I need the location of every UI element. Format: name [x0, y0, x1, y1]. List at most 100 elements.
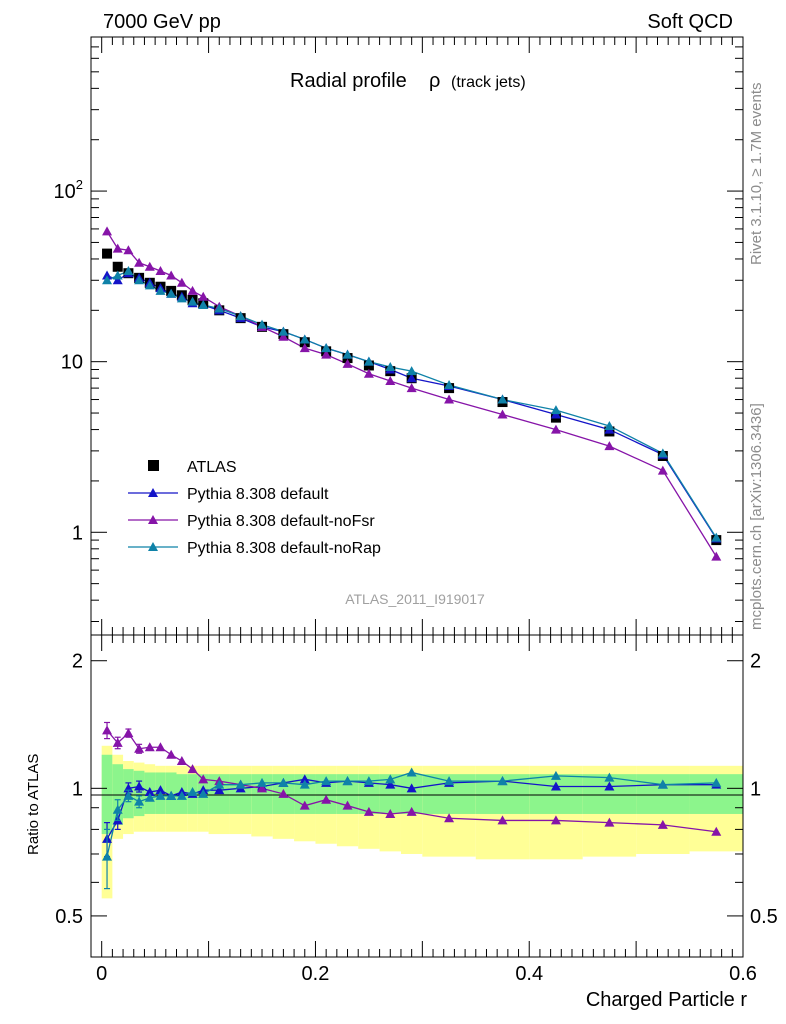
data-point-default	[102, 270, 113, 280]
mcplots-label: mcplots.cern.ch [arXiv:1306.3436]	[748, 403, 765, 630]
data-point-noRap	[123, 266, 134, 276]
data-point-noRap	[550, 405, 561, 415]
data-point-noFsr	[144, 261, 155, 271]
data-point-noRap	[155, 285, 166, 295]
data-point-noFsr	[444, 394, 455, 404]
ratio-point-default	[406, 783, 417, 793]
ratio-panel: 0.5 0.5 1 1 2 2 0 0.2 0.4 0.6 Ratio to ATLAS Char…	[25, 634, 778, 1011]
ratio-point-noFsr	[134, 743, 145, 753]
data-point-noFsr	[406, 383, 417, 393]
ratio-point-noFsr	[299, 800, 310, 810]
ratio-point-noRap	[134, 796, 145, 806]
data-point-noFsr	[299, 343, 310, 353]
ratio-point-noRap	[123, 790, 134, 800]
main-axes: 1 10 102	[54, 36, 744, 635]
ratio-point-noRap	[176, 790, 187, 800]
ratio-point-noRap	[657, 779, 668, 789]
data-point-noRap	[198, 299, 209, 309]
ratio-point-noFsr	[166, 749, 177, 759]
data-point-noFsr	[363, 368, 374, 378]
data-point-noFsr	[134, 257, 145, 267]
data-point-noRap	[363, 356, 374, 366]
data-point-noFsr	[166, 270, 177, 280]
legend-label-noRap: Pythia 8.308 default-noRap	[187, 540, 381, 557]
ratio-marks	[102, 721, 722, 890]
ratio-point-noFsr	[385, 808, 396, 818]
data-point-noRap	[657, 448, 668, 458]
data-point-noRap	[342, 349, 353, 359]
data-point-default	[112, 275, 123, 285]
y-tick-label: 102	[54, 177, 83, 203]
legend-marker-data	[148, 460, 159, 471]
data-point-data	[102, 248, 113, 259]
uncertainty-band-inner	[529, 774, 583, 814]
ratio-point-noRap	[144, 792, 155, 802]
uncertainty-band-inner	[251, 774, 273, 814]
chart-title-sub: (track jets)	[451, 74, 526, 91]
ratio-point-noRap	[257, 777, 268, 787]
legend-marker-default	[148, 488, 158, 497]
y-tick-label-exponent: 2	[76, 177, 83, 192]
ratio-point-noFsr	[444, 813, 455, 823]
data-point-noRap	[176, 293, 187, 303]
legend-marker-noRap	[148, 542, 158, 551]
ratio-point-noRap	[278, 777, 289, 787]
ratio-point-noRap	[363, 776, 374, 786]
ratio-point-default	[214, 785, 225, 795]
ratio-point-noRap	[604, 772, 615, 782]
analysis-id: ATLAS_2011_I919017	[345, 591, 485, 607]
uncertainty-band-inner	[133, 770, 145, 817]
data-point-noFsr	[198, 291, 209, 301]
data-point-noFsr	[102, 226, 113, 236]
ratio-y-tick-label: 2	[72, 651, 83, 673]
data-point-noRap	[497, 394, 508, 404]
data-point-noFsr	[155, 266, 166, 276]
ratio-point-noRap	[166, 790, 177, 800]
x-tick-label: 0.6	[729, 963, 757, 985]
x-tick-label: 0.4	[515, 963, 543, 985]
ratio-y-tick-label: 1	[72, 778, 83, 800]
ratio-point-noFsr	[123, 728, 134, 738]
data-point-noRap	[406, 366, 417, 376]
data-point-noRap	[321, 343, 332, 353]
main-panel: 1 10 102 Radial profile ρ (track jets) ATL…	[54, 36, 744, 636]
data-point-noFsr	[711, 551, 722, 561]
data-point-noRap	[278, 326, 289, 336]
data-point-noRap	[385, 362, 396, 372]
ratio-point-noFsr	[342, 800, 353, 810]
legend-label-data: ATLAS	[187, 459, 237, 476]
data-point-noRap	[604, 420, 615, 430]
header-right: Soft QCD	[647, 11, 733, 33]
ratio-point-noFsr	[657, 819, 668, 829]
ratio-point-noFsr	[102, 725, 113, 735]
data-point-default	[406, 373, 417, 383]
series-line-noFsr	[106, 231, 717, 557]
ratio-point-noRap	[112, 804, 123, 814]
ratio-point-noRap	[214, 779, 225, 789]
ratio-point-default	[550, 781, 561, 791]
data-point-noFsr	[342, 358, 353, 368]
ratio-point-noRap	[102, 851, 113, 861]
ratio-band	[101, 745, 743, 899]
ratio-point-noRap	[235, 779, 246, 789]
ratio-point-default	[299, 774, 310, 784]
data-point-data	[112, 261, 123, 272]
data-point-noFsr	[187, 285, 198, 295]
data-point-noRap	[112, 270, 123, 280]
ratio-point-default	[385, 779, 396, 789]
data-point-noRap	[711, 532, 722, 542]
y-tick-label: 1	[72, 522, 83, 544]
data-point-noFsr	[321, 349, 332, 359]
header-left: 7000 GeV pp	[103, 11, 221, 33]
ratio-point-noRap	[187, 787, 198, 797]
ratio-point-noFsr	[711, 826, 722, 836]
ratio-point-noFsr	[497, 815, 508, 825]
x-tick-label: 0.2	[302, 963, 330, 985]
chart-title-symbol: ρ	[429, 70, 440, 92]
ratio-point-default	[604, 781, 615, 791]
ratio-point-noFsr	[550, 815, 561, 825]
ratio-point-noFsr	[321, 794, 332, 804]
ratio-point-noRap	[385, 774, 396, 784]
data-point-noFsr	[385, 376, 396, 386]
